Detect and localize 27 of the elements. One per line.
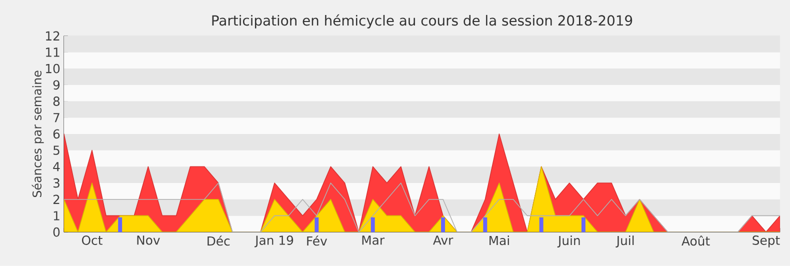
- chart-title: Participation en hémicycle au cours de la session 2018-2019: [212, 14, 632, 28]
- y-tick-label: 2: [53, 194, 60, 204]
- x-tick-label: Oct: [82, 236, 102, 245]
- x-tick-label: Fév: [307, 236, 328, 246]
- y-tick-label: 12: [46, 31, 60, 40]
- y-tick-label: 10: [46, 64, 60, 74]
- x-tick-label: Juil: [616, 236, 634, 248]
- y-tick-label: 5: [53, 146, 60, 155]
- x-tick-label: Juin: [557, 236, 580, 248]
- x-tick-label: Mar: [362, 236, 385, 245]
- y-tick-label: 7: [54, 113, 60, 122]
- x-tick-label: Déc: [208, 236, 230, 246]
- y-tick-label: 6: [53, 129, 60, 139]
- y-axis-title: Séances par semaine: [32, 70, 44, 198]
- y-tick-label: 0: [53, 227, 60, 237]
- y-tick-label: 8: [53, 96, 60, 106]
- x-tick-label: Jan 19: [254, 236, 294, 248]
- x-tick-label: Mai: [490, 236, 509, 246]
- y-tick-label: 11: [46, 48, 60, 57]
- x-tick-label: Avr: [433, 236, 454, 245]
- x-tick-label: Sept: [752, 236, 780, 248]
- x-tick-label: Nov: [137, 236, 160, 245]
- y-tick-label: 9: [53, 80, 60, 90]
- x-tick-label: Août: [682, 236, 710, 246]
- y-tick-label: 1: [54, 211, 60, 220]
- y-tick-label: 3: [53, 178, 60, 188]
- y-tick-label: 4: [53, 162, 60, 172]
